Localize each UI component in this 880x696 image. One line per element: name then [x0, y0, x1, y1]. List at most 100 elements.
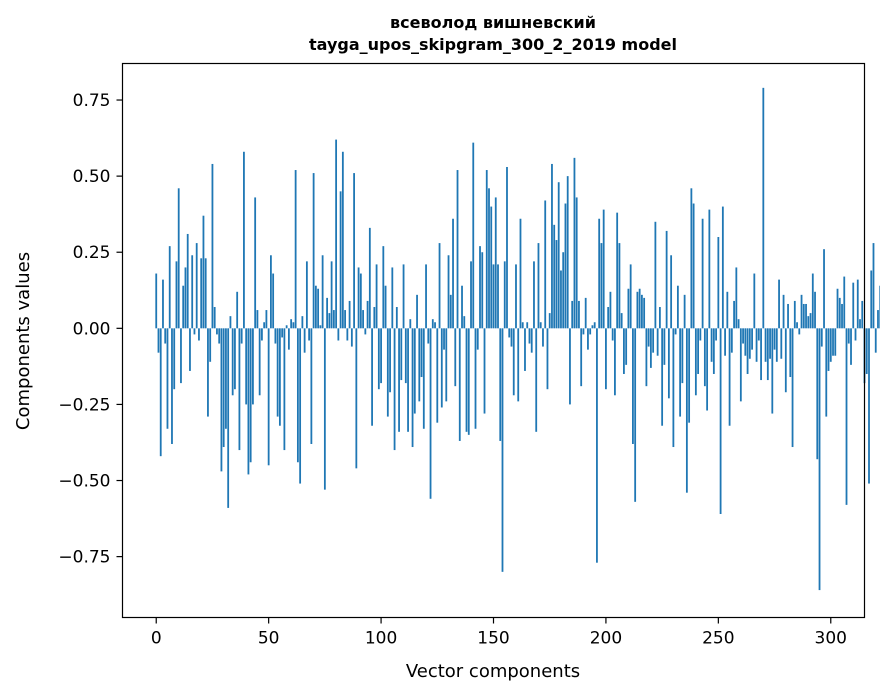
bar — [418, 328, 421, 402]
bar — [674, 328, 677, 335]
bar — [503, 261, 506, 329]
bar — [751, 328, 753, 350]
bar — [827, 328, 830, 371]
bar — [362, 310, 364, 329]
bar — [198, 328, 200, 341]
bar — [627, 288, 630, 329]
bar — [865, 328, 868, 374]
bar — [425, 264, 427, 329]
bar — [220, 328, 223, 472]
bar — [589, 328, 592, 335]
bar — [485, 170, 488, 329]
bar — [350, 328, 353, 347]
bar — [463, 316, 466, 329]
x-axis-label: Vector components — [406, 661, 580, 682]
bar — [189, 328, 191, 371]
bar — [164, 328, 167, 344]
bar — [395, 307, 398, 329]
bar — [868, 328, 870, 484]
bar — [218, 328, 221, 344]
x-tick-label: 150 — [477, 629, 509, 649]
bar — [665, 230, 668, 329]
bar — [270, 255, 272, 329]
bar — [227, 328, 230, 508]
bar — [481, 252, 484, 329]
bar — [811, 273, 814, 329]
bar — [173, 328, 176, 390]
bar — [330, 261, 333, 329]
bar — [234, 328, 236, 390]
bar — [652, 328, 655, 353]
x-axis-ticks: 0 50 100 150 200 250 300 — [151, 617, 847, 649]
bar — [856, 279, 859, 329]
bar — [789, 328, 792, 378]
bar — [398, 328, 400, 432]
y-tick-label: −0.25 — [58, 395, 110, 415]
bar — [845, 328, 848, 505]
bar — [461, 285, 463, 329]
bar — [517, 328, 520, 402]
bar — [564, 203, 567, 329]
bar — [544, 200, 547, 329]
bar — [850, 328, 852, 365]
bar — [380, 328, 382, 384]
bar — [706, 328, 709, 411]
bar — [281, 328, 284, 338]
bar — [416, 294, 418, 329]
bar — [701, 218, 704, 329]
bar — [285, 325, 288, 329]
bar — [859, 319, 861, 329]
bar — [685, 328, 688, 493]
bar — [784, 328, 787, 393]
bar — [611, 328, 614, 341]
bar — [184, 267, 187, 329]
bar — [335, 139, 338, 329]
bar — [609, 291, 612, 329]
bar — [625, 328, 628, 365]
bar — [566, 176, 569, 329]
bar — [593, 322, 596, 329]
bar — [533, 261, 535, 329]
bar — [663, 328, 666, 365]
bar — [186, 233, 189, 329]
bar — [877, 310, 879, 329]
bar — [620, 313, 623, 329]
bar — [355, 328, 358, 469]
bar — [690, 188, 693, 329]
bar — [249, 328, 252, 463]
bar — [359, 273, 362, 329]
bar — [515, 264, 517, 329]
bar — [182, 285, 185, 329]
bar — [240, 328, 243, 344]
bar — [213, 307, 216, 329]
bar — [861, 300, 864, 329]
bar — [440, 328, 443, 408]
bar — [739, 328, 742, 402]
bar — [465, 328, 468, 432]
bar — [348, 300, 351, 329]
bar — [647, 328, 650, 347]
bar — [719, 328, 722, 514]
bar — [746, 328, 749, 374]
bar — [294, 170, 297, 329]
bar — [204, 258, 207, 329]
bar — [766, 328, 769, 381]
bar — [171, 328, 173, 444]
bar — [292, 322, 295, 329]
bar — [332, 310, 335, 329]
bar — [553, 224, 556, 329]
bar — [712, 328, 715, 374]
bar — [470, 261, 472, 329]
bar — [838, 297, 841, 329]
bar — [483, 328, 486, 414]
bar — [278, 328, 281, 426]
bar — [809, 313, 812, 329]
bar — [823, 249, 825, 329]
y-tick-label: 0.50 — [73, 167, 111, 187]
x-tick-label: 250 — [702, 629, 734, 649]
bar — [344, 310, 346, 329]
bar — [180, 328, 182, 384]
bar — [341, 151, 344, 329]
bar — [841, 303, 843, 329]
bar — [726, 291, 729, 329]
